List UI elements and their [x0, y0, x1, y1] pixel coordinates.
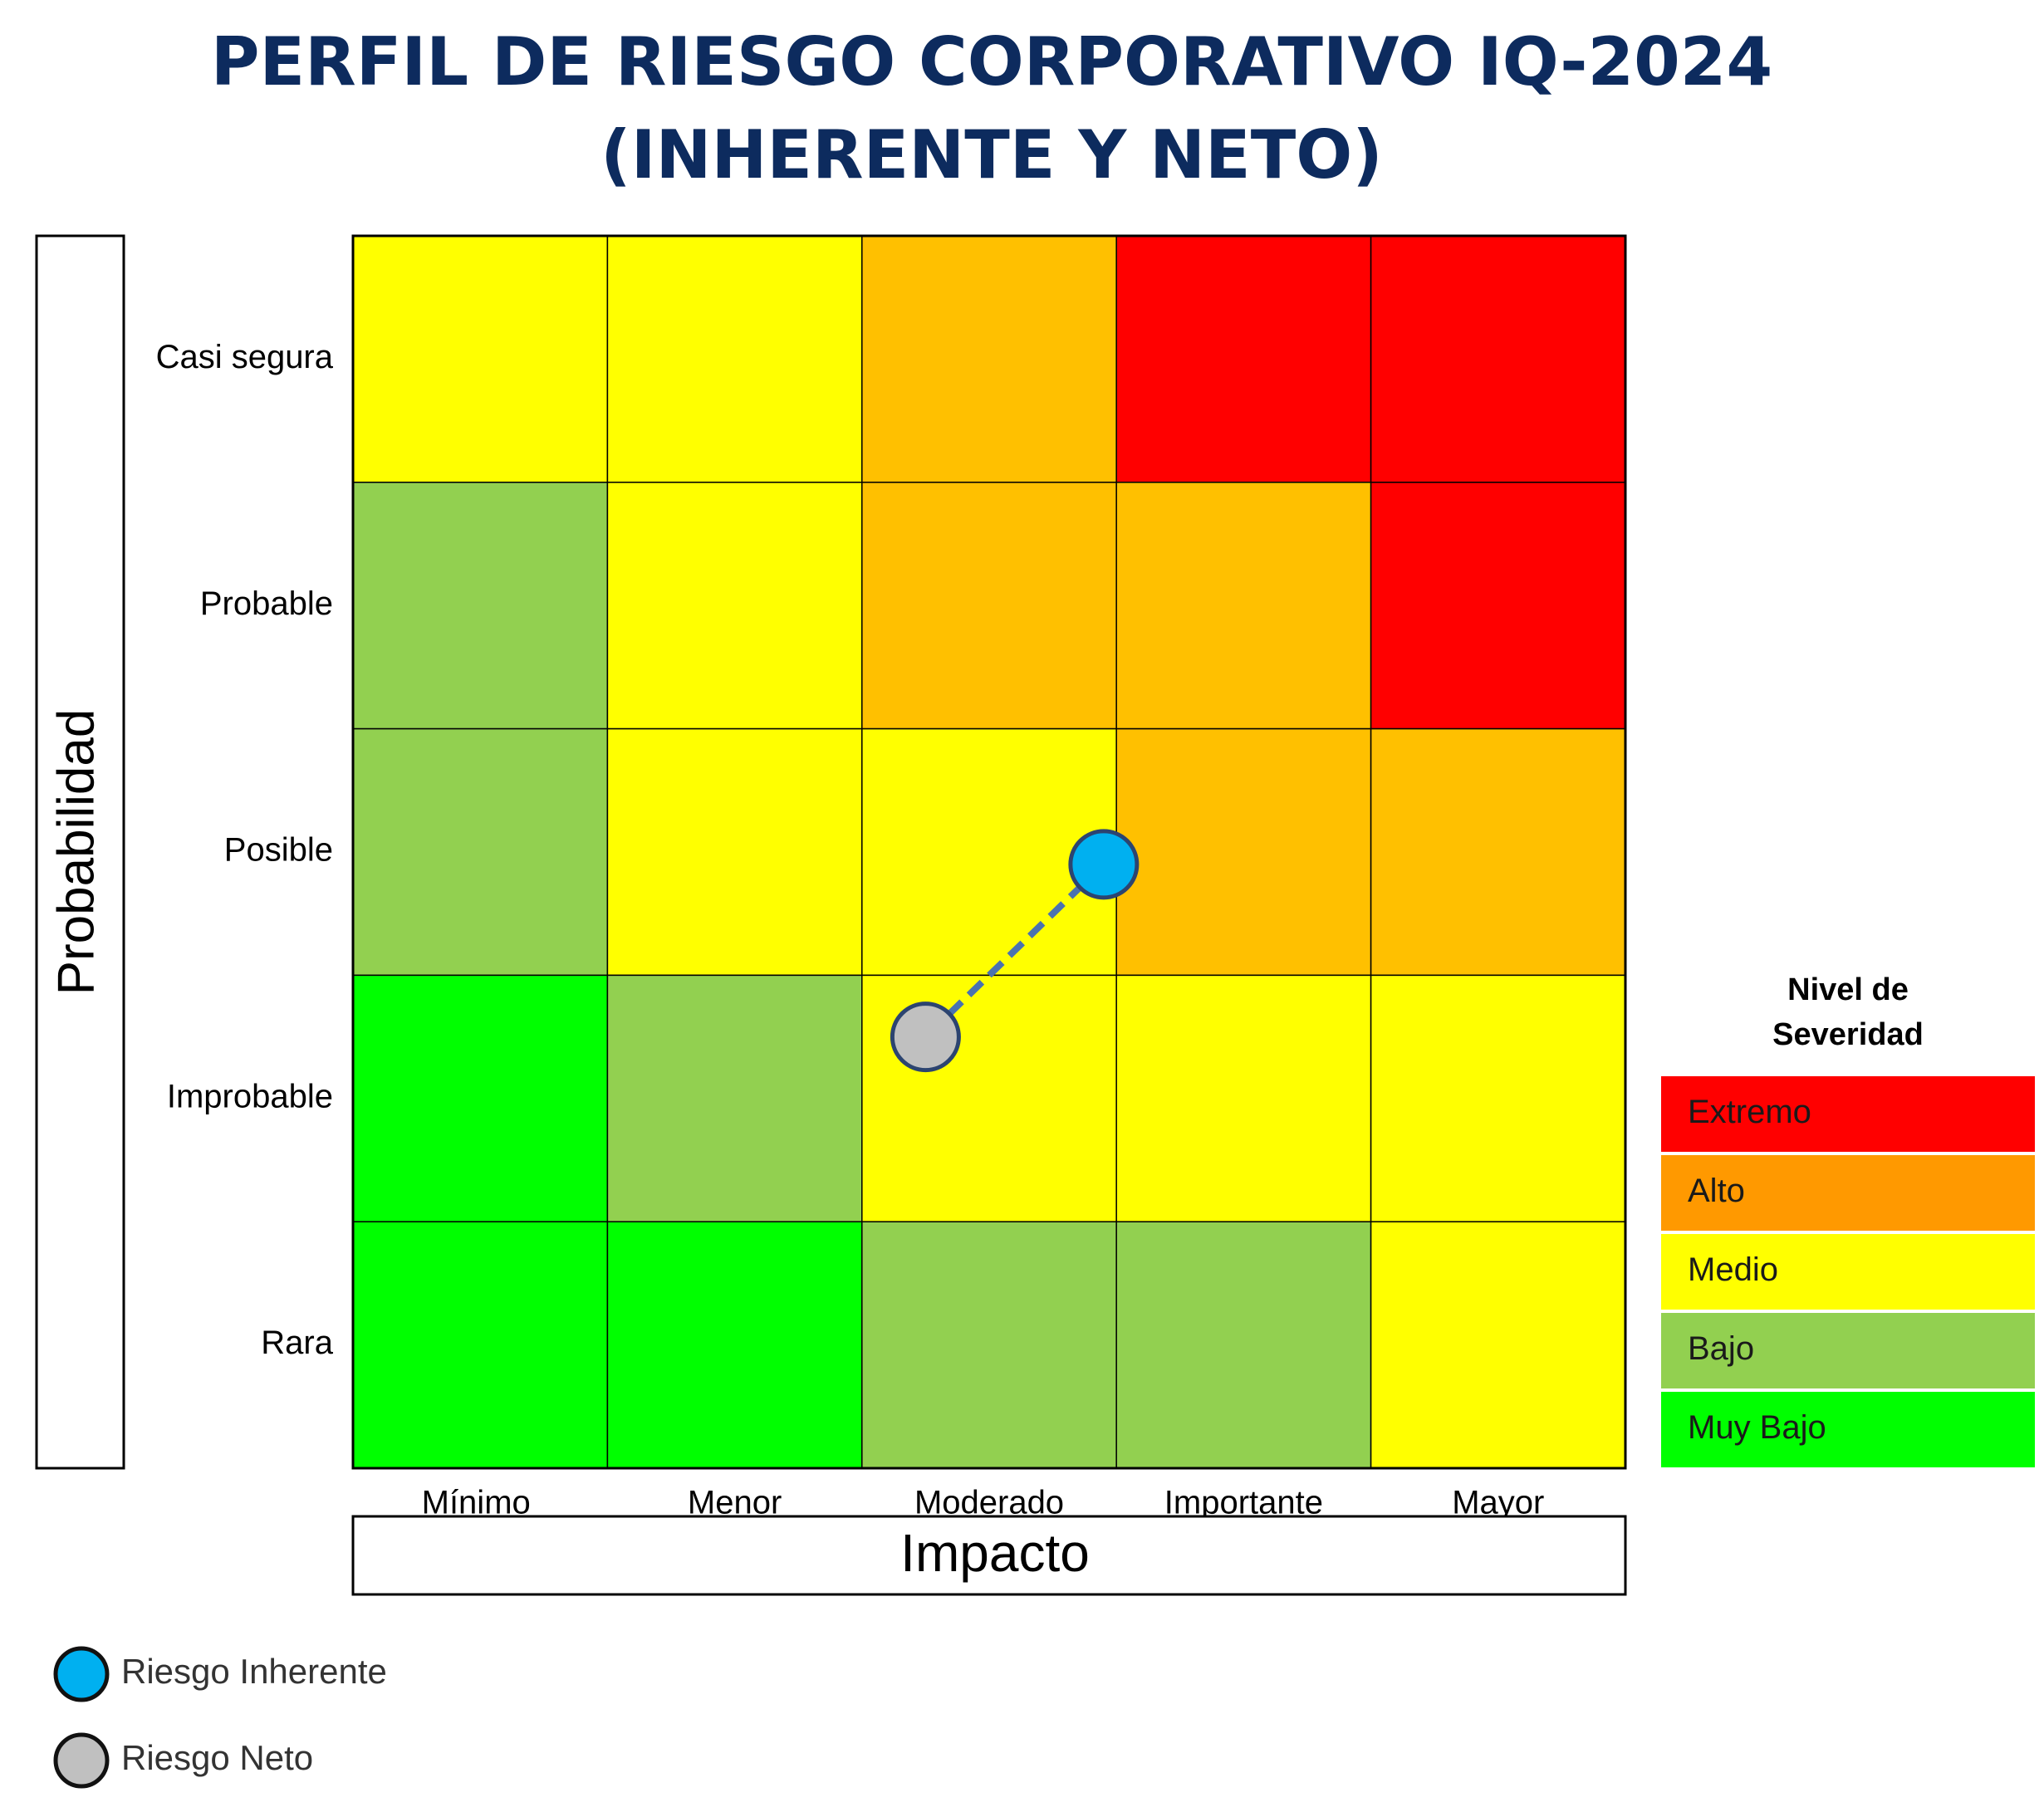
risk-points [890, 829, 1140, 1073]
matrix-cell [606, 1221, 863, 1469]
matrix-cell [1370, 235, 1626, 483]
severity-swatch [1661, 1076, 2035, 1152]
matrix-cell [352, 727, 609, 977]
y-tick-label: Rara [261, 1325, 333, 1361]
matrix-cell [352, 235, 609, 483]
chart-title-line1: PERFIL DE RIESGO CORPORATIVO IQ-2024 [211, 23, 1772, 100]
point-legend-marker [53, 1732, 110, 1789]
y-tick-labels: Casi segura Probable Posible Improbable Rara [156, 339, 334, 1361]
risk-point [1068, 829, 1140, 900]
matrix-cell [1115, 974, 1372, 1222]
matrix-cells [352, 235, 1626, 1469]
point-legend-label: Riesgo Neto [121, 1738, 313, 1777]
matrix-cell [606, 482, 863, 730]
matrix-cell [861, 482, 1117, 730]
y-tick-label: Probable [200, 585, 333, 622]
matrix-cell [1115, 1221, 1372, 1469]
matrix-cell [606, 974, 863, 1222]
severity-label: Bajo [1688, 1330, 1754, 1367]
x-tick-labels: Mínimo Menor Moderado Importante Mayor [422, 1485, 1545, 1521]
severity-swatch [1661, 1155, 2035, 1231]
y-tick-label: Posible [224, 832, 333, 869]
point-legend-label: Riesgo Inherente [121, 1652, 387, 1691]
x-tick-label: Menor [688, 1485, 782, 1521]
severity-swatch [1661, 1313, 2035, 1388]
x-tick-label: Mayor [1452, 1485, 1544, 1521]
matrix-cell [1115, 727, 1372, 977]
matrix-cell [1370, 727, 1626, 977]
severity-swatch [1661, 1234, 2035, 1310]
legend-title-line2: Severidad [1772, 1017, 1924, 1052]
x-tick-label: Mínimo [422, 1485, 531, 1521]
severity-label: Extremo [1688, 1094, 1811, 1130]
risk-point [890, 1001, 961, 1073]
x-tick-label: Moderado [914, 1485, 1064, 1521]
matrix-cell [1370, 1221, 1626, 1469]
matrix-cell [606, 727, 863, 977]
matrix-cell [861, 1221, 1117, 1469]
matrix-cell [1370, 482, 1626, 730]
y-tick-label: Casi segura [156, 339, 334, 375]
matrix-cell [606, 235, 863, 483]
matrix-cell [861, 974, 1117, 1222]
legend-title-line1: Nivel de [1787, 972, 1909, 1007]
xlabel-box [351, 1515, 1627, 1596]
chart-title-line2: (INHERENTE Y NETO) [600, 116, 1383, 193]
matrix-cell [1115, 482, 1372, 730]
matrix-cell [1370, 974, 1626, 1222]
matrix-cell [352, 482, 609, 730]
matrix-cell [352, 974, 609, 1222]
ylabel: Probabilidad [47, 709, 105, 996]
matrix-border [351, 234, 1627, 1470]
severity-label: Alto [1688, 1173, 1745, 1209]
point-legend: Riesgo Inherente Riesgo Neto [53, 1646, 387, 1789]
x-tick-label: Importante [1164, 1485, 1323, 1521]
matrix-cell [352, 1221, 609, 1469]
matrix-cell [1115, 235, 1372, 483]
ylabel-box [35, 234, 125, 1470]
xlabel: Impacto [900, 1523, 1090, 1583]
point-legend-marker [53, 1646, 110, 1702]
severity-swatch [1661, 1392, 2035, 1467]
y-tick-label: Improbable [167, 1078, 333, 1114]
severity-label: Muy Bajo [1688, 1409, 1826, 1446]
matrix-cell [861, 235, 1117, 483]
severity-label: Medio [1688, 1251, 1778, 1288]
inherent-to-net-connector [923, 861, 1106, 1040]
severity-legend: Extremo Alto Medio Bajo Muy Bajo [1661, 1076, 2035, 1467]
